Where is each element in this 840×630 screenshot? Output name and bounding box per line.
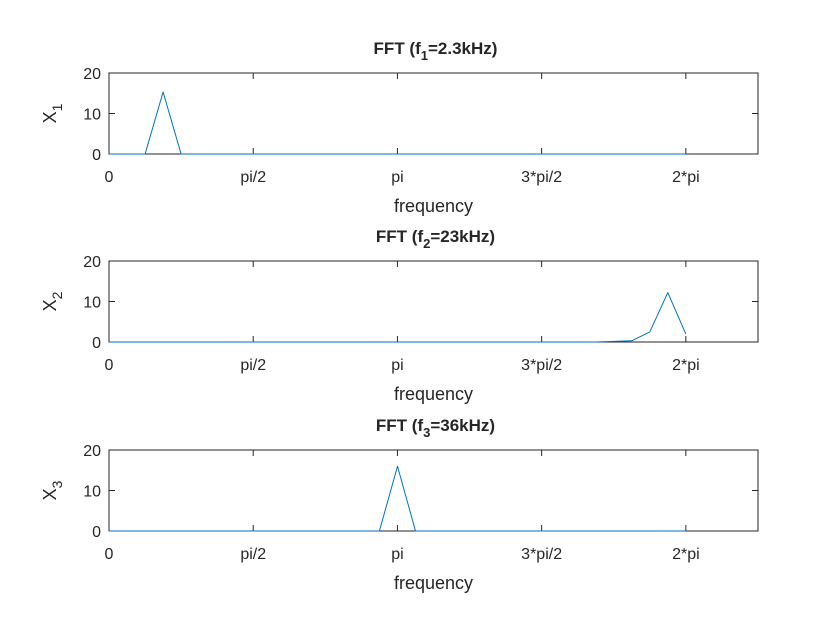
x-tick-label: pi/2 — [240, 357, 266, 374]
ylabel-main: X — [40, 488, 60, 500]
y-axis-label: X2 — [40, 291, 65, 311]
title-subscript: 1 — [421, 48, 428, 63]
ylabel-subscript: 3 — [49, 480, 65, 488]
x-axis-label: frequency — [394, 573, 473, 593]
y-tick-label: 0 — [92, 335, 101, 352]
x-tick-label: 0 — [105, 546, 114, 563]
x-tick-label: 2*pi — [672, 169, 700, 186]
ylabel-main: X — [40, 299, 60, 311]
series-line — [109, 465, 686, 532]
title-subscript: 2 — [423, 236, 430, 251]
y-axis-label: X1 — [40, 103, 65, 123]
x-tick-label: pi/2 — [240, 169, 266, 186]
ylabel-subscript: 1 — [49, 103, 65, 111]
x-tick-label: 2*pi — [672, 357, 700, 374]
x-tick-label: 3*pi/2 — [521, 546, 562, 563]
x-tick-label: 0 — [105, 169, 114, 186]
x-tick-label: pi/2 — [240, 546, 266, 563]
x-tick-label: 3*pi/2 — [521, 357, 562, 374]
x-tick-label: 2*pi — [672, 546, 700, 563]
y-tick-label: 10 — [83, 484, 101, 501]
series-line — [109, 292, 687, 343]
ylabel-main: X — [40, 111, 60, 123]
chart-title: FFT (f3=36kHz) — [376, 416, 495, 440]
y-tick-label: 20 — [83, 66, 101, 83]
series-line — [109, 91, 686, 155]
y-tick-label: 10 — [83, 107, 101, 124]
y-tick-label: 0 — [92, 524, 101, 541]
y-tick-label: 20 — [83, 254, 101, 271]
title-rest: =2.3kHz) — [428, 39, 497, 58]
y-axis-label: X3 — [40, 480, 65, 500]
title-rest: =23kHz) — [430, 227, 495, 246]
y-tick-label: 10 — [83, 295, 101, 312]
x-axis-label: frequency — [394, 384, 473, 404]
x-tick-label: pi — [391, 169, 403, 186]
title-main: FFT (f — [376, 416, 424, 435]
chart-title: FFT (f1=2.3kHz) — [374, 39, 498, 63]
x-tick-label: pi — [391, 546, 403, 563]
x-tick-label: 3*pi/2 — [521, 169, 562, 186]
axes-box — [108, 260, 759, 343]
chart-title: FFT (f2=23kHz) — [376, 227, 495, 251]
axes-box — [108, 72, 759, 155]
ylabel-subscript: 2 — [49, 291, 65, 299]
axes-box — [108, 449, 759, 532]
x-axis-label: frequency — [394, 196, 473, 216]
title-rest: =36kHz) — [430, 416, 495, 435]
title-subscript: 3 — [423, 425, 430, 440]
x-tick-label: pi — [391, 357, 403, 374]
title-main: FFT (f — [374, 39, 422, 58]
title-main: FFT (f — [376, 227, 424, 246]
x-tick-label: 0 — [105, 357, 114, 374]
y-tick-label: 20 — [83, 443, 101, 460]
y-tick-label: 0 — [92, 147, 101, 164]
